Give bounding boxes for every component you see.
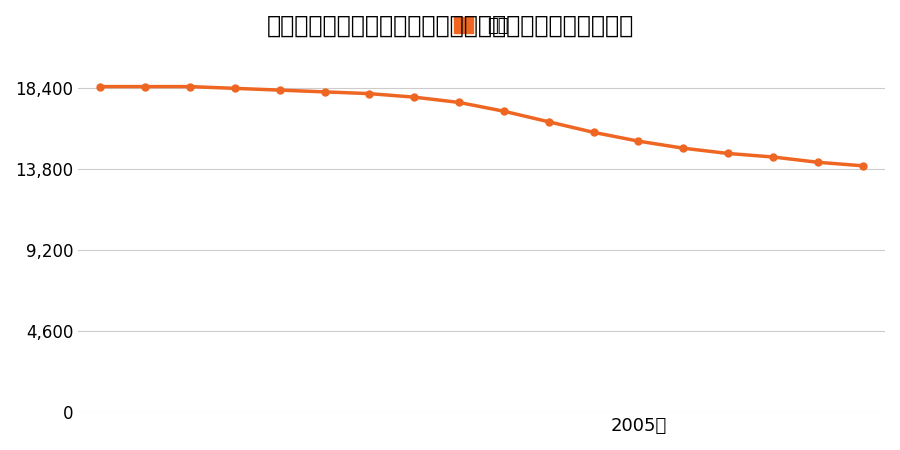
Text: 福島県双葉郡楢葉町大字井出字浄光西３番３１の地価推移: 福島県双葉郡楢葉町大字井出字浄光西３番３１の地価推移 [266,14,634,37]
価格 [768,154,778,160]
価格 [95,84,106,89]
価格 [274,87,285,93]
価格 [813,160,824,165]
価格 [678,145,688,151]
価格 [409,94,419,100]
価格 [140,84,150,89]
価格 [723,151,734,156]
Line: 価格: 価格 [97,83,866,169]
価格 [499,108,509,114]
価格 [589,130,599,135]
価格 [544,119,554,125]
価格 [320,89,330,94]
価格 [454,100,464,105]
価格 [184,84,195,89]
価格 [633,139,643,144]
価格 [230,86,240,91]
Legend: 価格: 価格 [447,9,516,42]
価格 [857,163,868,168]
価格 [364,91,374,96]
